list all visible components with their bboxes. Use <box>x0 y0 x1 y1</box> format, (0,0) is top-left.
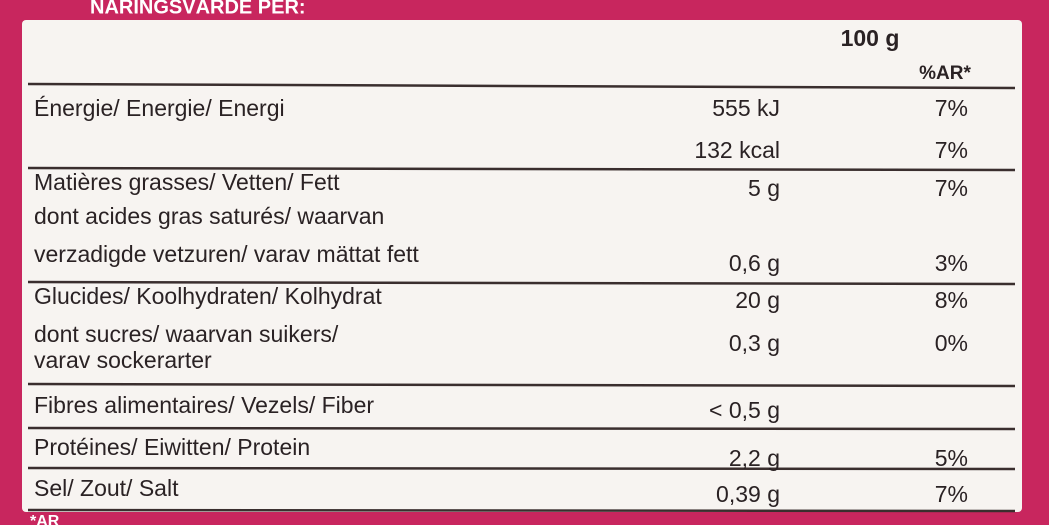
amount: 0,39 g <box>716 481 780 507</box>
percent: 3% <box>935 250 968 276</box>
percent: 7% <box>935 95 968 121</box>
rule <box>27 280 1016 286</box>
amount: 0,6 g <box>729 250 780 276</box>
row-label: dont sucres/ waarvan suikers/ <box>34 321 339 347</box>
percent: 7% <box>935 175 968 201</box>
rule <box>27 82 1016 90</box>
amount: 0,3 g <box>729 330 780 356</box>
rule <box>27 382 1016 388</box>
row-label: Protéines/ Eiwitten/ Protein <box>34 434 310 460</box>
row-label: Énergie/ Energie/ Energi <box>34 95 285 121</box>
row-label: Glucides/ Koolhydraten/ Kolhydrat <box>34 283 382 309</box>
rows: Énergie/ Energie/ Energi 555 kJ 7% 132 kcal… <box>34 95 968 507</box>
row-label: verzadigde vetzuren/ varav mättat fett <box>34 241 419 267</box>
header-title: NÄRINGSVÄRDE PER: <box>90 0 306 18</box>
row-label: dont acides gras saturés/ waarvan <box>34 203 384 229</box>
rule <box>27 508 1016 513</box>
amount: < 0,5 g <box>709 397 780 423</box>
table-panel <box>22 20 1022 512</box>
amount: 2,2 g <box>729 445 780 471</box>
row-label: Sel/ Zout/ Salt <box>34 475 179 501</box>
percent: 7% <box>935 137 968 163</box>
percent: 5% <box>935 445 968 471</box>
rule <box>27 166 1016 172</box>
amount: 20 g <box>735 287 780 313</box>
rule <box>27 426 1016 431</box>
column-header: %AR* <box>919 63 971 84</box>
percent: 0% <box>935 330 968 356</box>
footnote: *AR <box>30 513 60 525</box>
row-label: Matières grasses/ Vetten/ Fett <box>34 169 340 195</box>
amount: 132 kcal <box>694 137 780 163</box>
percent: 7% <box>935 481 968 507</box>
row-label: Fibres alimentaires/ Vezels/ Fiber <box>34 392 374 418</box>
row-label: varav sockerarter <box>34 347 212 373</box>
column-header: 100 g <box>841 25 900 51</box>
percent: 8% <box>935 287 968 313</box>
amount: 555 kJ <box>712 95 780 121</box>
amount: 5 g <box>748 175 780 201</box>
rule <box>27 466 1016 471</box>
